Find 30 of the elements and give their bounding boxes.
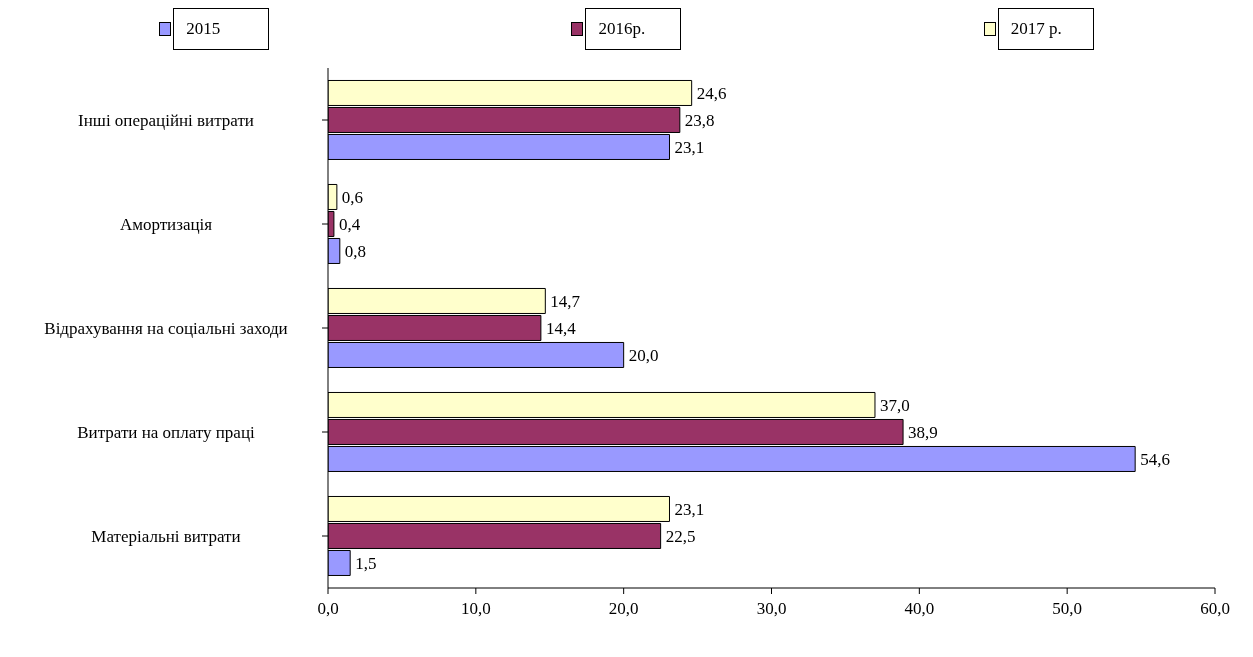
data-label: 24,6 <box>696 84 727 104</box>
x-tick-label: 0,0 <box>317 599 339 619</box>
data-label: 23,8 <box>684 111 715 131</box>
data-label: 14,4 <box>545 319 577 339</box>
data-label: 0,6 <box>341 188 364 208</box>
data-label: 14,7 <box>550 292 581 312</box>
y-tick-label: Матеріальні витрати <box>91 527 241 547</box>
x-tick-label: 50,0 <box>1052 599 1083 619</box>
data-label: 23,1 <box>674 500 705 520</box>
y-tick-label: Витрати на оплату праці <box>77 423 255 443</box>
legend-label: 2015 <box>173 8 270 50</box>
x-tick-label: 60,0 <box>1200 599 1230 619</box>
y-tick-label: Відрахування на соціальні заходи <box>44 319 288 339</box>
x-tick-label: 10,0 <box>460 599 491 619</box>
data-label: 37,0 <box>879 396 910 416</box>
y-tick-label: Амортизація <box>119 215 213 235</box>
legend-label: 2016р. <box>585 8 682 50</box>
data-label: 1,5 <box>355 554 377 574</box>
x-tick-label: 30,0 <box>756 599 787 619</box>
data-label: 23,1 <box>674 138 705 158</box>
data-label: 22,5 <box>665 527 696 547</box>
y-tick-label: Інші операційні витрати <box>78 111 254 131</box>
data-label: 0,4 <box>338 215 361 235</box>
data-label: 20,0 <box>628 346 659 366</box>
legend-label: 2017 р. <box>997 8 1094 50</box>
data-label: 0,8 <box>344 242 367 262</box>
x-tick-label: 40,0 <box>904 599 935 619</box>
data-label: 54,6 <box>1140 450 1170 470</box>
x-tick-label: 20,0 <box>608 599 639 619</box>
data-label: 38,9 <box>908 423 938 443</box>
